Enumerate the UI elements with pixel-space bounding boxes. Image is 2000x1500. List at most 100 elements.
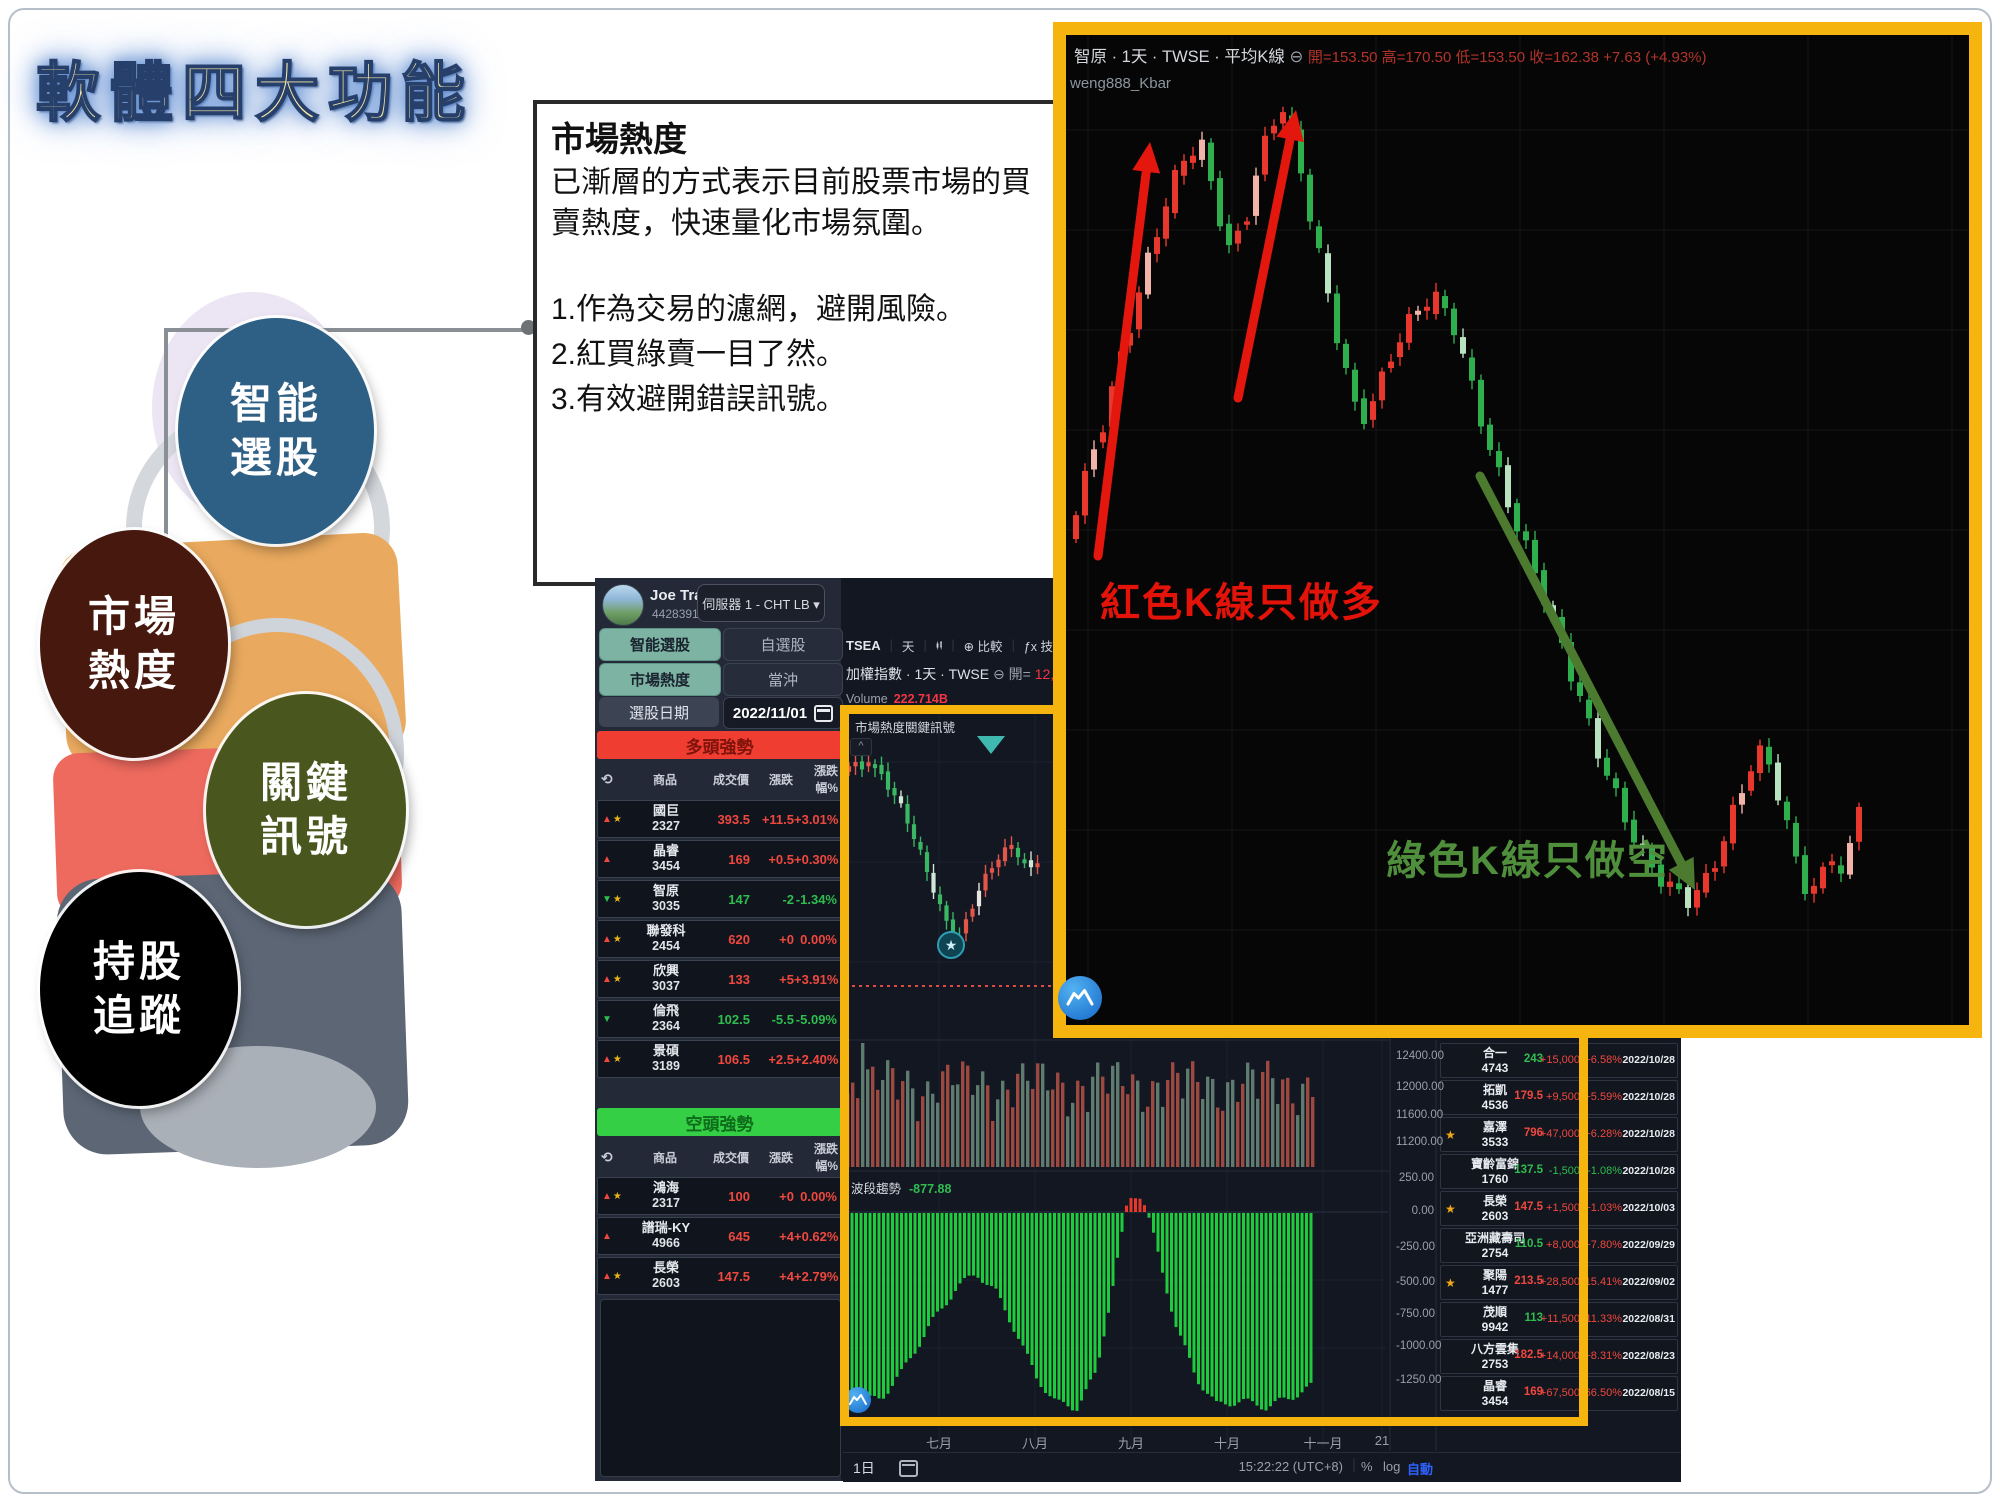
trend-star-icons: ▼ xyxy=(602,1013,613,1025)
candlestick-icon[interactable] xyxy=(936,638,943,653)
stock-row[interactable]: ▲★ 鴻海 2317 100 +0 0.00% xyxy=(597,1177,842,1215)
statusbar-interval[interactable]: 1日 xyxy=(853,1460,875,1476)
avatar[interactable] xyxy=(602,584,644,626)
market-heat-infobox: 市場熱度 已漸層的方式表示目前股票市場的買賣熱度，快速量化市場氛圍。 1.作為交… xyxy=(533,100,1075,586)
slide-border xyxy=(8,8,1992,1494)
indicators-button[interactable]: ƒx 技 xyxy=(1023,639,1053,654)
stock-change-pct: +6.58% xyxy=(1584,1054,1622,1066)
stock-price: 113 xyxy=(1524,1312,1543,1324)
stock-row[interactable]: ▲★ 欣興 3037 133 +5 +3.91% xyxy=(597,960,842,998)
infobox-point: 1.作為交易的濾網，避開風險。 xyxy=(551,292,967,326)
refresh-icon[interactable]: ⟲ xyxy=(601,1148,613,1165)
signal-table-row[interactable]: 茂順 9942 113 +11,500 +11.33% 2022/08/31 xyxy=(1440,1302,1678,1337)
stock-change-pct: -1.08% xyxy=(1587,1165,1622,1177)
stock-row[interactable]: ▲★ 長榮 2603 147.5 +4 +2.79% xyxy=(597,1257,842,1295)
stock-row[interactable]: ▲ 譜瑞-KY 4966 645 +4 +0.62% xyxy=(597,1217,842,1255)
stock-change: +14,000 xyxy=(1539,1350,1580,1362)
auto-scale-toggle[interactable]: 自動 xyxy=(1407,1462,1434,1477)
star-icon: ★ xyxy=(1445,1202,1456,1216)
stock-change: +8,000 xyxy=(1546,1239,1580,1251)
stock-row[interactable]: ▼ 倫飛 2364 102.5 -5.5 -5.09% xyxy=(597,1000,842,1038)
signal-table-row[interactable]: 八方雲集 2753 182.5 +14,000 +8.31% 2022/08/23 xyxy=(1440,1339,1678,1374)
user-id: 44283915 xyxy=(652,607,706,621)
calendar-icon xyxy=(814,704,834,722)
nav-button-watchlist[interactable]: 自選股 xyxy=(723,628,843,661)
signal-table-row[interactable]: ★ 長榮 2603 147.5 +1,500 +1.03% 2022/10/03 xyxy=(1440,1191,1678,1226)
server-select[interactable]: 伺服器 1 - CHT LB ▾ xyxy=(697,584,825,622)
infobox-body: 已漸層的方式表示目前股票市場的買賣熱度，快速量化市場氛圍。 xyxy=(551,166,1031,240)
log-scale-toggle[interactable]: log xyxy=(1383,1459,1401,1474)
signal-table-row[interactable]: 晶睿 3454 169 +67,500 +66.50% 2022/08/15 xyxy=(1440,1376,1678,1411)
stock-price: 243 xyxy=(1523,1053,1543,1065)
stock-name: 茂順 9942 xyxy=(1481,1305,1509,1334)
nav-button-market-heat[interactable]: 市場熱度 xyxy=(599,663,721,696)
stock-price: 179.5 xyxy=(1514,1090,1543,1102)
stock-row[interactable]: ▲★ 景碩 3189 106.5 +2.5 +2.40% xyxy=(597,1040,842,1078)
collapse-ohlc-icon[interactable]: ⊖ xyxy=(1289,48,1304,66)
oscillator-label: 波段趨勢 xyxy=(851,1182,902,1196)
stock-price: 102.5 xyxy=(717,1011,750,1027)
signal-date: 2022/08/15 xyxy=(1622,1387,1675,1399)
signal-table-row[interactable]: 寶齡富錦 1760 137.5 -1,500 -1.08% 2022/10/28 xyxy=(1440,1154,1678,1189)
short-strength-banner[interactable]: 空頭強勢 xyxy=(597,1108,842,1136)
chart-app-logo[interactable] xyxy=(845,1387,871,1413)
stock-row[interactable]: ▲ 晶睿 3454 169 +0.5 +0.30% xyxy=(597,840,842,878)
trend-star-icons: ▼★ xyxy=(602,893,623,905)
col-change-pct: 漲跌幅% xyxy=(813,1142,838,1173)
signal-table-row[interactable]: 拓凱 4536 179.5 +9,500 +5.59% 2022/10/28 xyxy=(1440,1080,1678,1115)
bubble-smart-stock-picking: 智能 選股 xyxy=(178,318,374,544)
signal-date: 2022/10/28 xyxy=(1622,1128,1675,1140)
trend-star-icons: ▲ xyxy=(602,853,613,865)
signal-table-row[interactable]: 合一 4743 243 +15,000 +6.58% 2022/10/28 xyxy=(1440,1043,1678,1078)
bubble-label: 選股 xyxy=(229,434,322,481)
stock-change: +15,000 xyxy=(1539,1054,1580,1066)
toolbar-divider: | xyxy=(951,638,955,652)
symbol-text: 加權指數 · 1天 · TWSE xyxy=(846,666,990,682)
ohlc-open-value: 12,7 xyxy=(1034,666,1054,682)
chart-app-logo[interactable] xyxy=(1058,976,1102,1020)
signal-date: 2022/10/28 xyxy=(1622,1165,1675,1177)
stock-row[interactable]: ▲★ 聯發科 2454 620 +0 0.00% xyxy=(597,920,842,958)
volume-row: Volume 222.714B xyxy=(846,692,948,706)
toolbar-divider: | xyxy=(1011,638,1015,652)
signal-table-row[interactable]: ★ 嘉澤 3533 796 +47,000 +6.28% 2022/10/28 xyxy=(1440,1117,1678,1152)
signal-table-row[interactable]: ★ 聚陽 1477 213.5 +28,500 +15.41% 2022/09/02 xyxy=(1440,1265,1678,1300)
price-scale-label: 11200.00 xyxy=(1396,1136,1444,1148)
nav-button-smart-picking[interactable]: 智能選股 xyxy=(599,628,721,661)
stock-name: 景碩 3189 xyxy=(652,1043,680,1073)
stock-row[interactable]: ▲★ 國巨 2327 393.5 +11.5 +3.01% xyxy=(597,800,842,838)
stock-row[interactable]: ▼★ 智原 3035 147 -2 -1.34% xyxy=(597,880,842,918)
price-scale-label: -500.00 xyxy=(1396,1276,1436,1288)
big-chart-symbol-row: 智原 · 1天 · TWSE · 平均K線 ⊖ 開=153.50 高=170.5… xyxy=(1074,43,1707,67)
pane-collapse-button[interactable]: ^ xyxy=(850,738,872,756)
chart-symbol-row: 加權指數 · 1天 · TWSE ⊖ 開= 12,7 xyxy=(846,664,1054,684)
signal-date: 2022/09/02 xyxy=(1622,1276,1675,1288)
connector-dot-infobox xyxy=(521,320,536,335)
stock-name: 聚陽 1477 xyxy=(1481,1268,1509,1297)
sell-signal-icon xyxy=(977,736,1005,754)
col-change-pct: 漲跌幅% xyxy=(813,764,838,795)
refresh-icon[interactable]: ⟲ xyxy=(601,770,613,787)
collapse-ohlc-icon[interactable]: ⊖ xyxy=(993,666,1005,682)
compare-button[interactable]: ⊕ 比較 xyxy=(963,639,1003,654)
signal-table-row[interactable]: 亞洲藏壽司 2754 110.5 +8,000 +7.80% 2022/09/29 xyxy=(1440,1228,1678,1263)
connector-line-vertical xyxy=(164,328,168,648)
long-strength-banner[interactable]: 多頭強勢 xyxy=(597,731,842,759)
connector-line-horizontal xyxy=(164,328,533,332)
big-chart-ohlc: 開=153.50 高=170.50 低=153.50 收=162.38 +7.6… xyxy=(1307,49,1707,66)
stock-name: 國巨 2327 xyxy=(652,803,680,833)
percent-scale-toggle[interactable]: % xyxy=(1361,1459,1373,1474)
statusbar-calendar-icon[interactable] xyxy=(899,1460,918,1477)
star-icon: ★ xyxy=(1445,1128,1456,1142)
symbol-search[interactable]: TSEA xyxy=(846,637,881,653)
interval-button[interactable]: 天 xyxy=(901,639,915,654)
price-scale-label: -1250.00 xyxy=(1396,1374,1442,1386)
statusbar-clock[interactable]: 15:22:22 (UTC+8) xyxy=(1238,1459,1343,1474)
stock-price: 100 xyxy=(728,1188,750,1204)
nav-button-day-trade[interactable]: 當沖 xyxy=(723,663,843,696)
stock-name: 欣興 3037 xyxy=(652,963,680,993)
page-title: 軟體四大功能 xyxy=(35,56,474,130)
price-scale-label: 250.00 xyxy=(1398,1172,1434,1184)
toolbar-divider: | xyxy=(889,638,893,652)
